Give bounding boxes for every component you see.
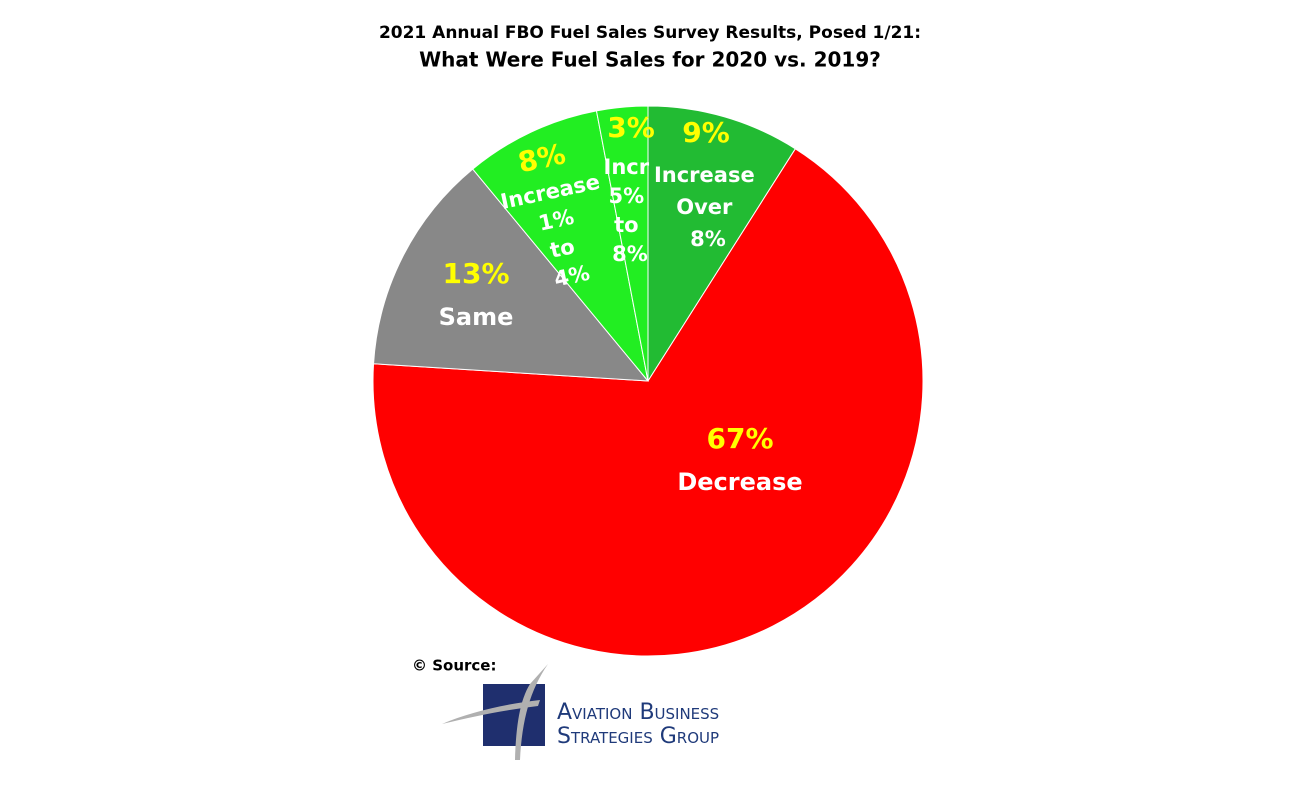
category-label: Decrease [677,468,802,496]
category-label: Same [439,303,514,331]
slice-label: 3% Incr 5% to 8% [604,111,657,266]
category-line: 8% [612,242,648,266]
value-label: 3% [607,111,655,144]
logo-text: Aviation Business [557,700,719,725]
category-line: Increase [654,163,762,187]
chart-subtitle: What Were Fuel Sales for 2020 vs. 2019? [419,48,881,72]
slice-label: 9% Increase Over 8% [654,116,762,251]
category-line: to [614,213,646,237]
chart-title: 2021 Annual FBO Fuel Sales Survey Result… [379,23,921,43]
logo-swoosh [442,700,540,724]
pie-slice [373,168,650,382]
category-line: 8% [690,227,726,251]
slice-label: 67% Decrease [677,422,802,496]
logo-swoosh [515,664,548,760]
pie-slice [647,105,797,383]
logo-text: Strategies Group [557,724,719,749]
pie-slice [472,110,649,382]
category-line: Incr [604,155,657,179]
pie-slice [595,105,649,382]
category-line: Same [439,303,514,331]
value-label: 13% [442,257,509,290]
pie [372,105,924,657]
logo-square [483,684,545,746]
category-line: 5% [609,184,652,208]
category-line: Over [676,195,739,219]
logo [442,664,548,760]
value-label: 9% [682,116,730,149]
value-label: 67% [706,422,773,455]
category-label: Incr 5% to 8% [604,155,657,266]
category-label: Increase Over 8% [654,163,762,251]
source-label: © Source: [412,657,496,675]
slice-label: 13% Same [439,257,514,331]
category-line: Decrease [677,468,802,496]
pie-slice [372,148,924,657]
